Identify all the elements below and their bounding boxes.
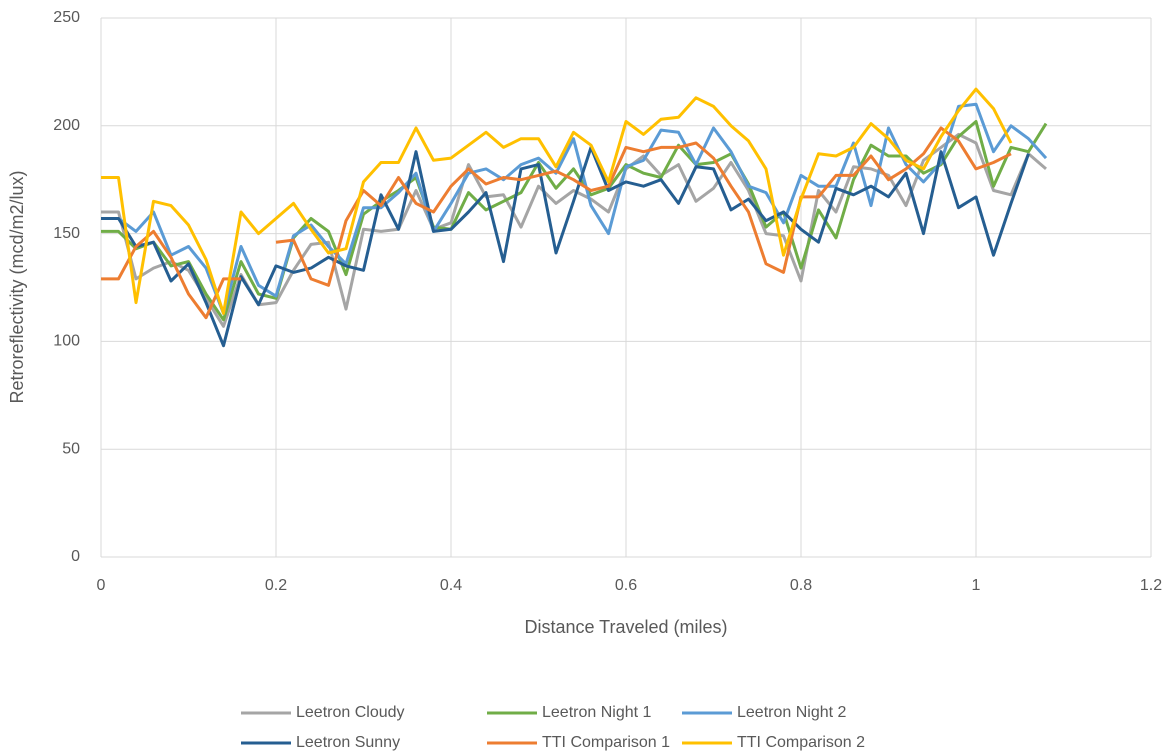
x-tick-label: 0.2 — [265, 577, 287, 594]
series-line — [101, 87, 1013, 315]
legend-label: Leetron Night 2 — [737, 704, 847, 721]
x-tick-label: 0 — [97, 577, 106, 594]
y-tick-label: 100 — [53, 333, 80, 350]
y-tick-label: 50 — [62, 440, 80, 457]
y-tick-label: 150 — [53, 225, 80, 242]
legend-label: TTI Comparison 1 — [542, 734, 670, 751]
legend-label: Leetron Night 1 — [542, 704, 652, 721]
legend-label: Leetron Cloudy — [296, 704, 405, 721]
legend-label: TTI Comparison 2 — [737, 734, 865, 751]
x-tick-label: 0.4 — [440, 577, 462, 594]
series-line — [101, 102, 1048, 315]
y-axis-title: Retroreflectivity (mcd/m2/lux) — [7, 170, 27, 403]
x-tick-label: 0.8 — [790, 577, 812, 594]
x-tick-label: 1 — [972, 577, 981, 594]
x-axis-title: Distance Traveled (miles) — [524, 617, 727, 637]
y-tick-label: 250 — [53, 9, 80, 26]
legend-label: Leetron Sunny — [296, 734, 400, 751]
series-line — [101, 120, 1048, 322]
y-tick-label: 0 — [71, 548, 80, 565]
x-tick-label: 0.6 — [615, 577, 637, 594]
x-tick-label: 1.2 — [1140, 577, 1162, 594]
series-line — [101, 145, 1030, 348]
y-tick-label: 200 — [53, 117, 80, 134]
